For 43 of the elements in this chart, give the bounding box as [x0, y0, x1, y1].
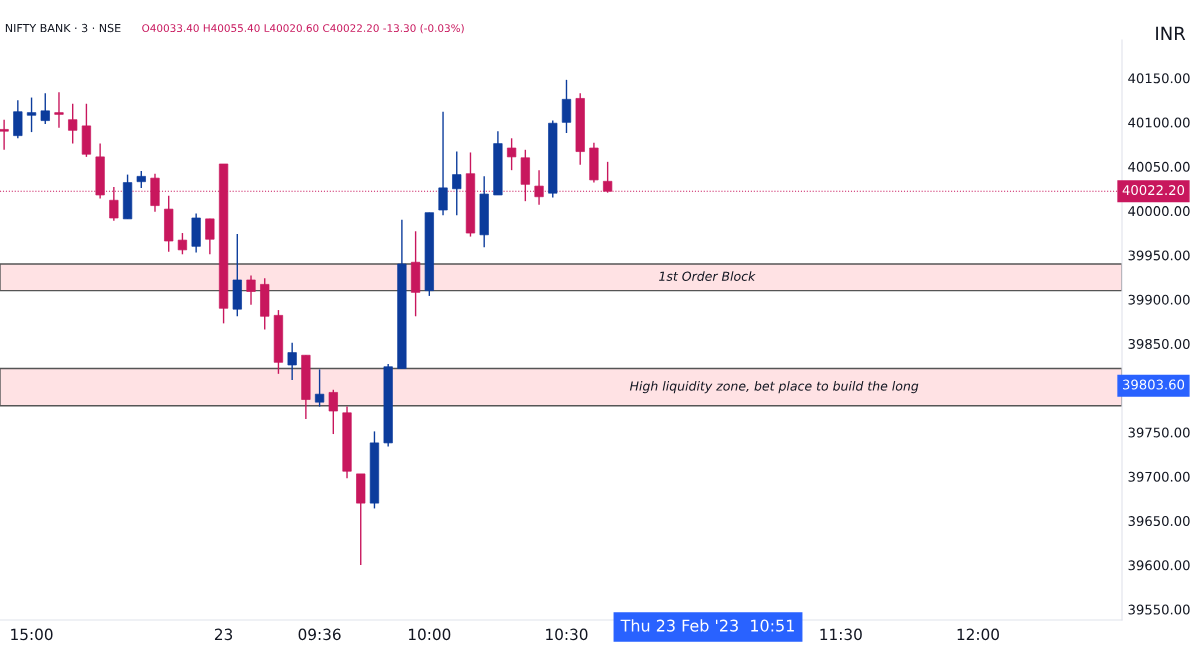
x-tick-label: 11:30	[820, 628, 862, 641]
y-tick-label: 40050.00	[1128, 161, 1190, 172]
y-tick-label: 40100.00	[1128, 117, 1190, 128]
chart-subtitle: O40033.40 H40055.40 L40020.60 C40022.20 -13.30 (-0.03%)	[142, 23, 464, 34]
candlestick	[68, 103, 78, 145]
ref-line-label: 40022.20	[1122, 185, 1185, 196]
y-tick-label: 39700.00	[1128, 471, 1190, 482]
y-tick-label: 40000.00	[1128, 206, 1190, 217]
y-tick-label: 39550.00	[1128, 604, 1190, 615]
y-tick-label: 39950.00	[1128, 250, 1190, 261]
candlestick	[438, 111, 448, 217]
y-tick-label: 39750.00	[1128, 427, 1190, 438]
y-tick-label: 39650.00	[1128, 516, 1190, 527]
candlestick	[13, 99, 23, 139]
candlestick	[54, 91, 64, 129]
band-label: High liquidity zone, bet place to build the long	[629, 381, 919, 394]
y-tick-label: 39600.00	[1128, 560, 1190, 571]
x-tick-label: 09:36	[298, 628, 341, 641]
text: 39803.60	[1123, 379, 1185, 390]
candlestick	[328, 389, 338, 435]
candlestick	[26, 96, 37, 133]
candlestick	[287, 342, 297, 381]
y-tick-label: 39850.00	[1128, 338, 1190, 349]
candlestick	[0, 118, 9, 151]
candlestick	[452, 150, 462, 217]
candlestick	[314, 368, 325, 408]
x-tick-label: 12:00	[957, 628, 999, 641]
candlestick	[507, 137, 517, 171]
x-tick-label: 10:30	[546, 628, 588, 641]
candlestick	[205, 218, 215, 255]
x-tick-label: 15:00	[11, 628, 53, 641]
text: INR	[1156, 26, 1186, 40]
y-tick-label: 39900.00	[1128, 294, 1190, 305]
band-label: 1st Order Block	[659, 271, 756, 281]
y-tick-label: 40150.00	[1128, 73, 1190, 84]
x-tick-label: 23	[214, 628, 233, 641]
candlestick	[246, 274, 256, 306]
candlestick	[561, 79, 572, 134]
x-tick-label: 10:00	[408, 628, 451, 641]
candlestick	[177, 232, 188, 255]
candlestick	[40, 92, 50, 125]
chart-title: NIFTY BANK · 3 · NSE	[5, 23, 121, 33]
annotation: Thu 23 Feb '23 10:51	[620, 619, 794, 632]
